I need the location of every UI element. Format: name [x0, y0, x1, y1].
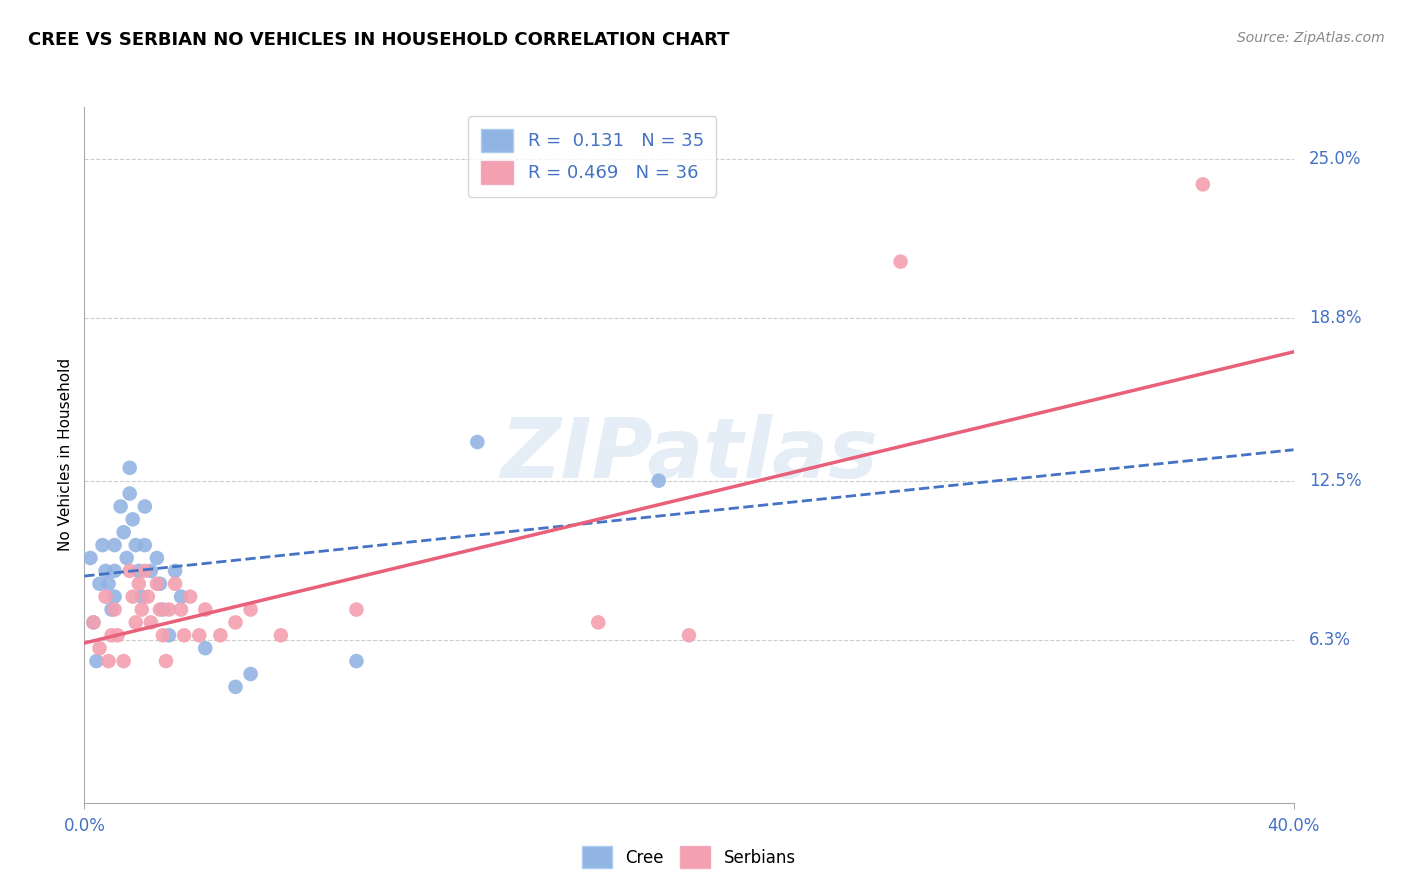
- Point: [94, 564, 117, 578]
- Point: [1191, 178, 1213, 192]
- Point: [86, 654, 108, 668]
- Point: [100, 602, 122, 616]
- Point: [170, 590, 193, 604]
- Point: [112, 525, 135, 540]
- Point: [179, 590, 201, 604]
- Point: [139, 564, 162, 578]
- Text: 6.3%: 6.3%: [1309, 632, 1351, 649]
- Point: [146, 576, 169, 591]
- Point: [134, 564, 156, 578]
- Point: [79, 551, 101, 566]
- Point: [188, 628, 211, 642]
- Point: [155, 654, 177, 668]
- Point: [107, 628, 129, 642]
- Point: [89, 641, 111, 656]
- Point: [890, 254, 912, 268]
- Point: [121, 512, 143, 526]
- Point: [112, 654, 135, 668]
- Point: [118, 486, 141, 500]
- Point: [163, 576, 186, 591]
- Point: [89, 576, 111, 591]
- Point: [239, 602, 262, 616]
- Point: [134, 538, 156, 552]
- Point: [104, 602, 127, 616]
- Point: [346, 602, 368, 616]
- Point: [225, 615, 247, 630]
- Point: [94, 590, 117, 604]
- Point: [118, 460, 141, 475]
- Point: [110, 500, 132, 514]
- Point: [115, 551, 138, 566]
- Point: [97, 654, 120, 668]
- Point: [225, 680, 247, 694]
- Point: [149, 576, 172, 591]
- Point: [194, 602, 217, 616]
- Point: [678, 628, 700, 642]
- Point: [125, 538, 148, 552]
- Point: [82, 615, 104, 630]
- Point: [121, 590, 143, 604]
- Point: [209, 628, 232, 642]
- Point: [346, 654, 368, 668]
- Point: [100, 628, 122, 642]
- Point: [157, 628, 180, 642]
- Point: [139, 615, 162, 630]
- Point: [157, 602, 180, 616]
- Text: 25.0%: 25.0%: [1309, 150, 1362, 168]
- Text: ZIPatlas: ZIPatlas: [501, 415, 877, 495]
- Point: [91, 538, 114, 552]
- Point: [647, 474, 671, 488]
- Point: [134, 500, 156, 514]
- Point: [136, 590, 159, 604]
- Point: [270, 628, 292, 642]
- Text: 18.8%: 18.8%: [1309, 310, 1362, 327]
- Point: [118, 564, 141, 578]
- Text: CREE VS SERBIAN NO VEHICLES IN HOUSEHOLD CORRELATION CHART: CREE VS SERBIAN NO VEHICLES IN HOUSEHOLD…: [28, 31, 730, 49]
- Point: [131, 602, 153, 616]
- Point: [194, 641, 217, 656]
- Point: [104, 538, 127, 552]
- Point: [97, 576, 120, 591]
- Point: [131, 590, 153, 604]
- Point: [163, 564, 186, 578]
- Point: [82, 615, 104, 630]
- Point: [125, 615, 148, 630]
- Point: [467, 435, 489, 450]
- Point: [146, 551, 169, 566]
- Legend: Cree, Serbians: Cree, Serbians: [575, 839, 803, 874]
- Point: [104, 564, 127, 578]
- Point: [128, 576, 150, 591]
- Point: [239, 667, 262, 681]
- Point: [128, 564, 150, 578]
- Text: Source: ZipAtlas.com: Source: ZipAtlas.com: [1237, 31, 1385, 45]
- Point: [152, 602, 174, 616]
- Point: [588, 615, 610, 630]
- Y-axis label: No Vehicles in Household: No Vehicles in Household: [58, 359, 73, 551]
- Point: [149, 602, 172, 616]
- Text: 12.5%: 12.5%: [1309, 472, 1362, 490]
- Point: [104, 590, 127, 604]
- Point: [170, 602, 193, 616]
- Point: [152, 628, 174, 642]
- Point: [173, 628, 195, 642]
